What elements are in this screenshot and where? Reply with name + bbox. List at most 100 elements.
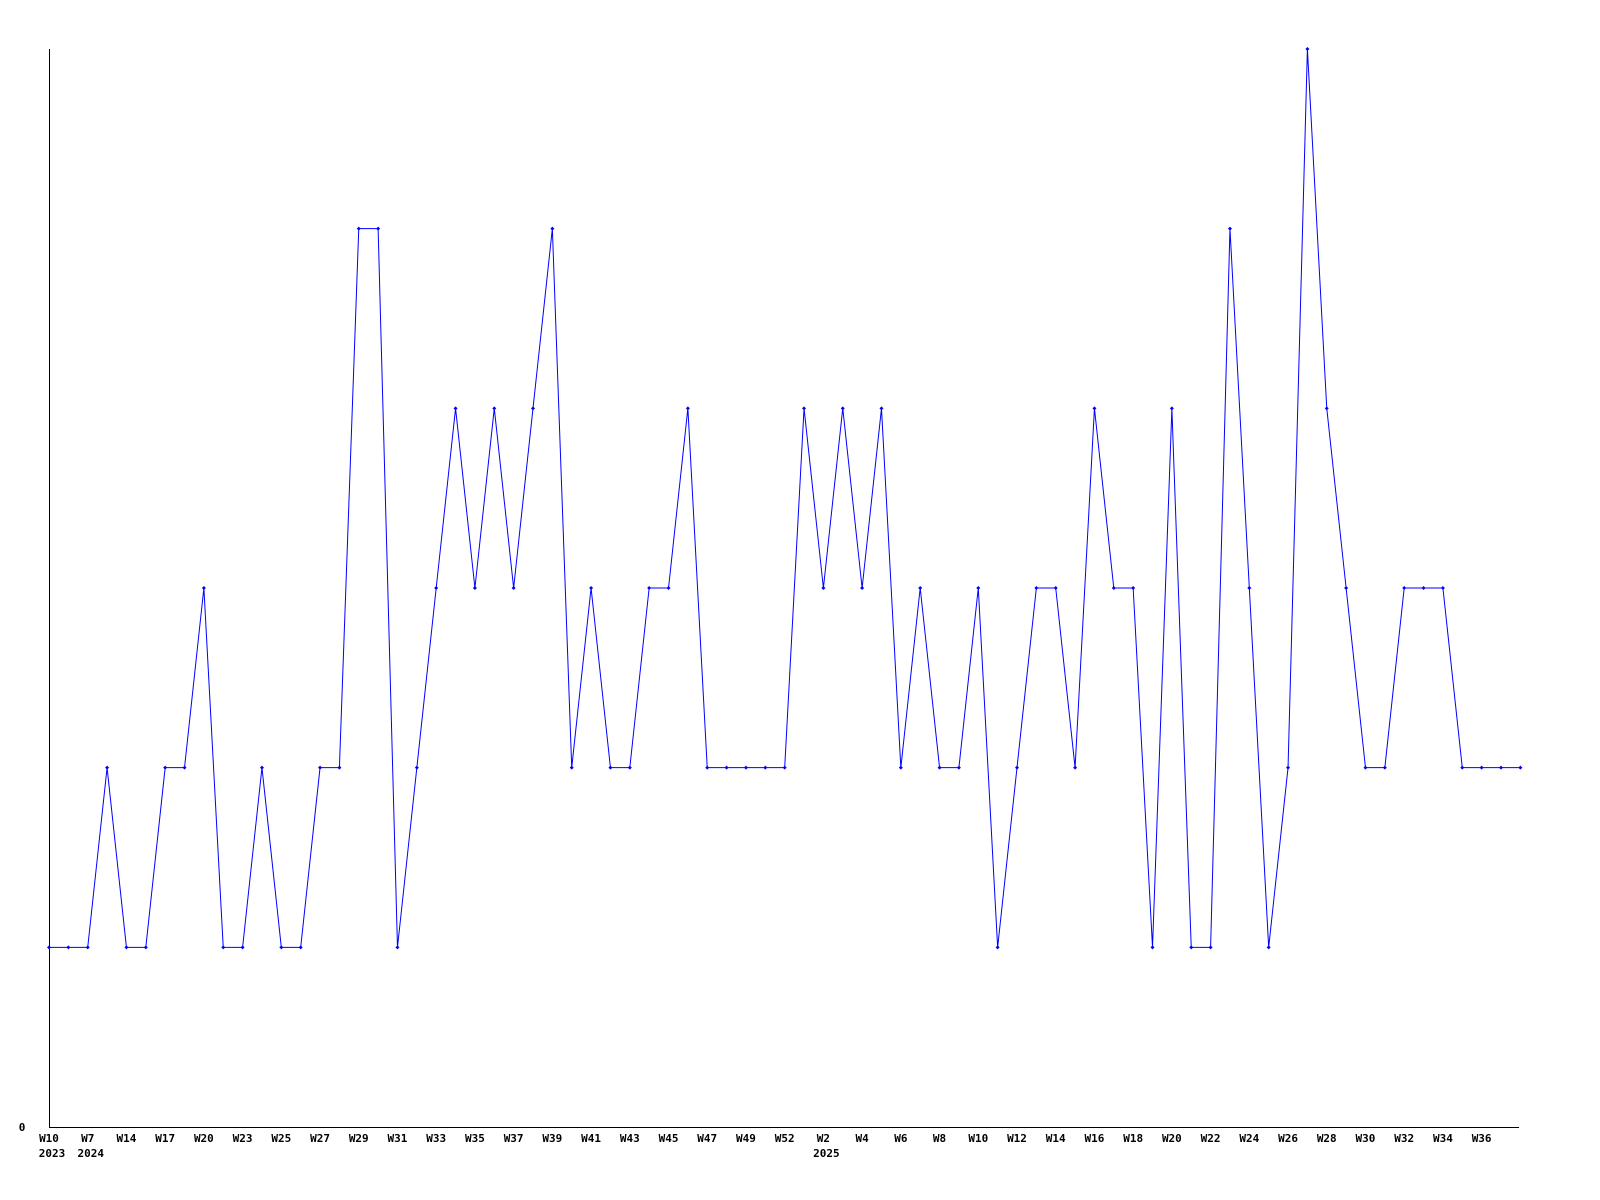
x-tick-label: W36 <box>1472 1132 1492 1145</box>
x-tick-label: W47 <box>697 1132 717 1145</box>
data-point <box>259 765 264 770</box>
data-point <box>666 586 671 590</box>
data-point <box>531 406 535 411</box>
data-point <box>1189 945 1194 950</box>
data-point <box>47 945 51 950</box>
data-point <box>589 586 594 590</box>
data-point <box>821 586 826 590</box>
data-point <box>492 406 497 411</box>
data-point <box>182 765 187 770</box>
x-tick-label: W52 <box>775 1132 795 1145</box>
x-tick-label: W7 <box>81 1132 94 1145</box>
x-tick-label: W4 <box>855 1132 869 1145</box>
data-point <box>66 945 71 950</box>
x-tick-label: W18 <box>1123 1132 1143 1145</box>
x-tick-label: W6 <box>894 1132 908 1145</box>
data-point <box>1518 765 1523 770</box>
data-point <box>1382 765 1387 770</box>
x-tick-label: W34 <box>1433 1132 1453 1145</box>
x-tick-label: W10 <box>968 1132 988 1145</box>
year-label: 2025 <box>813 1147 840 1160</box>
data-point <box>511 586 516 590</box>
x-tick-label: W49 <box>736 1132 756 1145</box>
data-point <box>647 586 652 590</box>
data-point <box>569 765 574 770</box>
data-point <box>453 406 458 411</box>
x-tick-label: W29 <box>349 1132 369 1145</box>
data-point <box>1208 945 1213 950</box>
data-point <box>1073 765 1078 770</box>
x-tick-label: W24 <box>1239 1132 1259 1145</box>
data-point <box>627 765 632 770</box>
data-point <box>1111 586 1116 590</box>
x-tick-label: W43 <box>620 1132 640 1145</box>
x-tick-label: W14 <box>117 1132 137 1145</box>
data-point <box>240 945 245 950</box>
data-point <box>1440 586 1445 590</box>
data-point <box>724 765 729 770</box>
data-point <box>860 586 865 590</box>
x-tick-label: W37 <box>504 1132 524 1145</box>
data-point <box>743 765 748 770</box>
data-point <box>1286 765 1291 770</box>
data-point <box>1363 765 1368 770</box>
data-point <box>1421 586 1426 590</box>
x-tick-label: W20 <box>194 1132 214 1145</box>
data-point <box>763 765 768 770</box>
data-point <box>1344 586 1349 590</box>
data-point <box>105 765 110 770</box>
y-tick-label: 0 <box>19 1121 26 1134</box>
data-point <box>1053 586 1058 590</box>
data-point <box>337 765 342 770</box>
year-label: 2023 <box>39 1147 66 1160</box>
data-point <box>1150 945 1155 950</box>
data-point <box>1227 226 1232 231</box>
x-tick-label: W8 <box>933 1132 946 1145</box>
data-point <box>1460 765 1465 770</box>
x-tick-label: W22 <box>1201 1132 1221 1145</box>
x-tick-label: W23 <box>233 1132 253 1145</box>
data-point <box>550 226 555 231</box>
x-tick-label: W26 <box>1278 1132 1298 1145</box>
data-point <box>414 765 419 770</box>
data-point <box>840 406 845 411</box>
data-point <box>995 945 1000 950</box>
data-point <box>918 586 923 590</box>
x-tick-label: W32 <box>1394 1132 1414 1145</box>
data-point <box>434 586 439 590</box>
data-point <box>1305 47 1310 51</box>
x-tick-label: W28 <box>1317 1132 1337 1145</box>
data-point <box>318 765 323 770</box>
data-point <box>124 945 129 950</box>
data-point <box>1324 406 1329 411</box>
x-tick-label: W10 <box>39 1132 59 1145</box>
data-point <box>163 765 168 770</box>
data-point <box>802 406 807 411</box>
x-tick-label: W14 <box>1046 1132 1066 1145</box>
series-line <box>49 48 1521 948</box>
x-tick-label: W25 <box>271 1132 291 1145</box>
data-point <box>472 586 477 590</box>
x-tick-label: W27 <box>310 1132 330 1145</box>
data-point <box>1034 586 1039 590</box>
x-tick-label: W12 <box>1007 1132 1027 1145</box>
data-point <box>279 945 284 950</box>
data-point <box>608 765 613 770</box>
data-point <box>395 945 400 950</box>
data-point <box>705 765 710 770</box>
data-point <box>879 406 884 411</box>
data-point <box>685 406 690 411</box>
data-point <box>1266 945 1271 950</box>
data-point <box>1479 765 1484 770</box>
data-point <box>1402 586 1407 590</box>
data-point <box>1499 765 1503 770</box>
x-tick-label: W30 <box>1356 1132 1376 1145</box>
data-point <box>1247 586 1252 590</box>
x-tick-label: W20 <box>1162 1132 1182 1145</box>
data-point <box>1169 406 1174 411</box>
data-point <box>976 586 981 590</box>
data-point <box>956 765 961 770</box>
x-tick-label: W31 <box>388 1132 408 1145</box>
data-point <box>201 586 206 590</box>
data-point <box>782 765 787 770</box>
